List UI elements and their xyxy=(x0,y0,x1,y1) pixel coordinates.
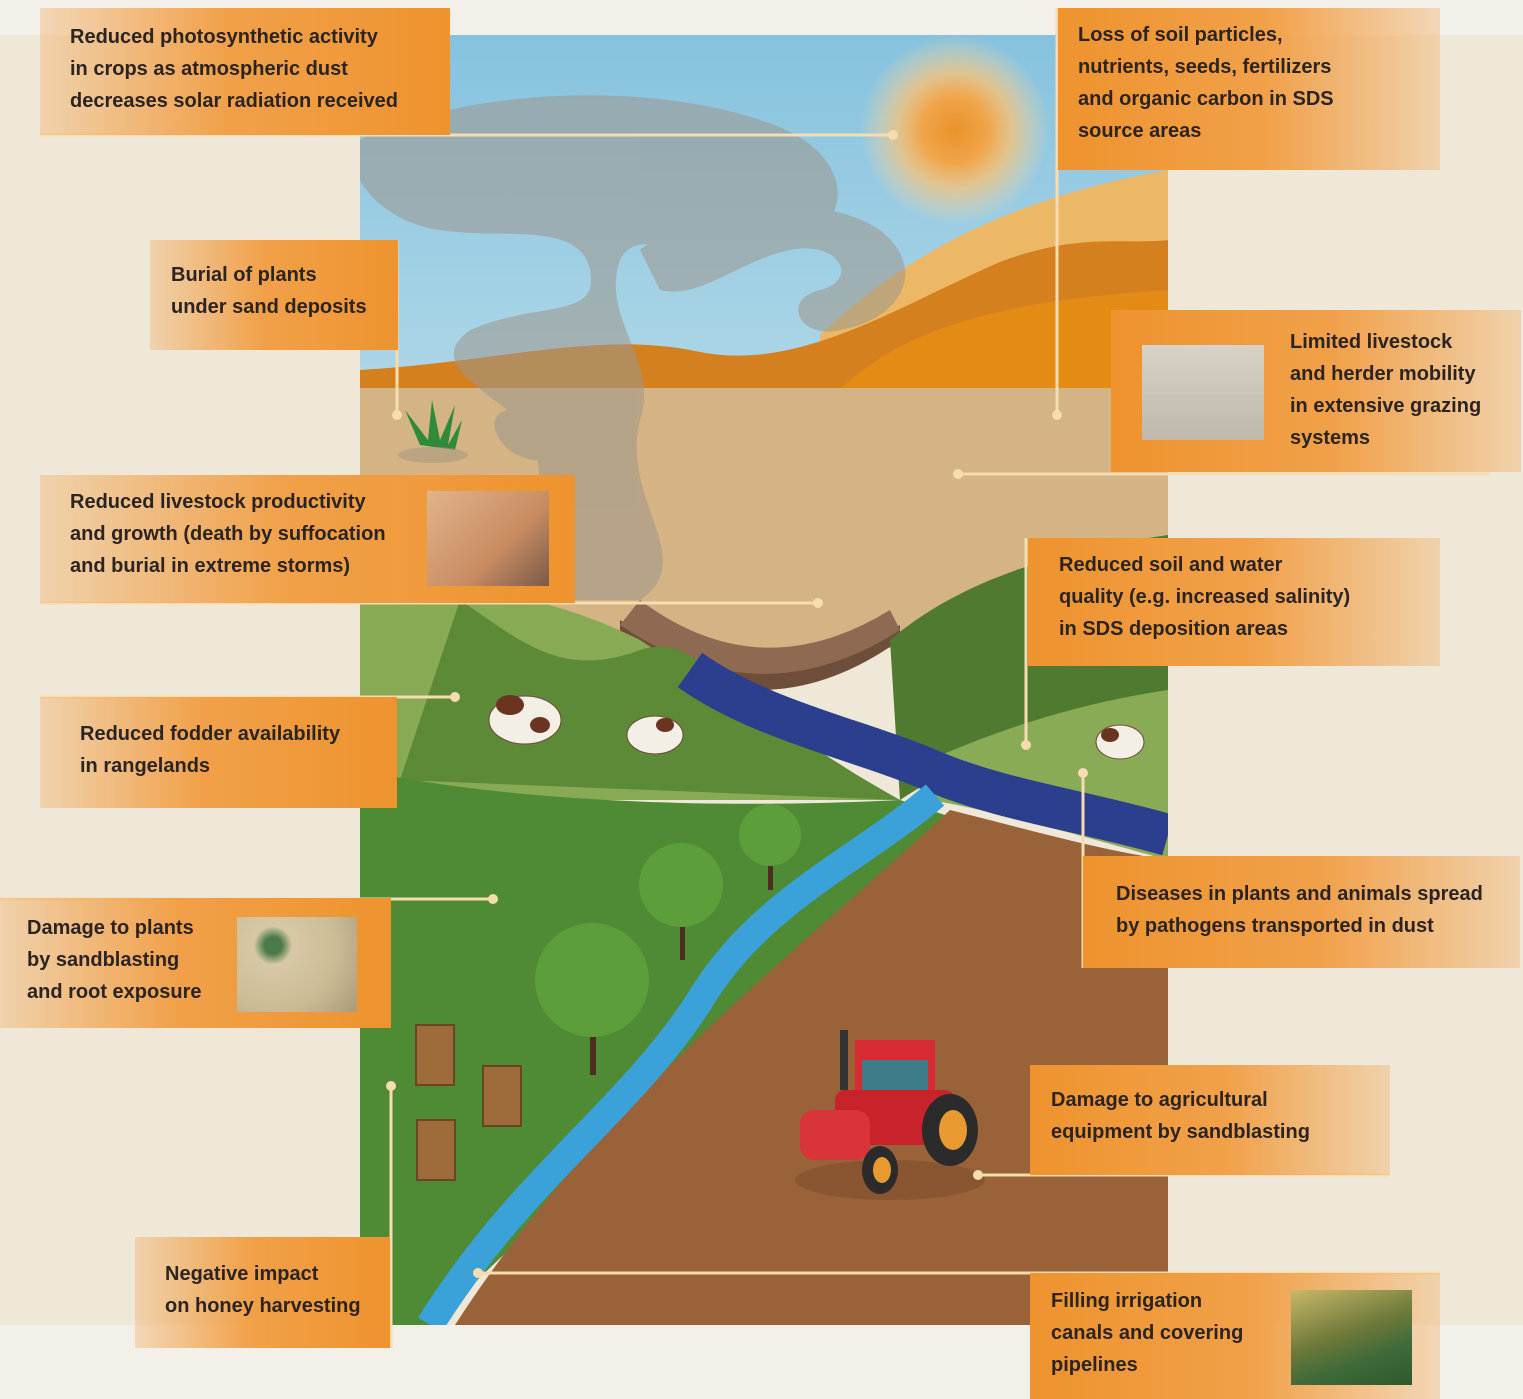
photo xyxy=(427,491,549,586)
shape xyxy=(800,1110,870,1160)
callout-box xyxy=(150,240,398,350)
shape xyxy=(416,1025,454,1085)
shape xyxy=(739,804,801,866)
callout-text: pipelines xyxy=(1051,1354,1138,1377)
callout-box xyxy=(40,697,397,808)
shape xyxy=(639,843,723,927)
connector-dot xyxy=(973,1170,983,1180)
callout-text: in SDS deposition areas xyxy=(1059,618,1288,641)
photo xyxy=(1291,1290,1412,1385)
shape xyxy=(530,717,550,733)
callout-text: Negative impact xyxy=(165,1263,318,1286)
callout-text: Diseases in plants and animals spread xyxy=(1116,883,1483,906)
callout-text: by sandblasting xyxy=(27,949,179,972)
callout-text: and burial in extreme storms) xyxy=(70,555,350,578)
photo xyxy=(1142,345,1264,440)
callout-text: Limited livestock xyxy=(1290,331,1452,354)
shape xyxy=(627,716,683,754)
callout-text: decreases solar radiation received xyxy=(70,90,398,113)
callout-box xyxy=(135,1237,390,1348)
shape xyxy=(873,1157,891,1183)
callout-text: quality (e.g. increased salinity) xyxy=(1059,586,1350,609)
callout-text: Filling irrigation xyxy=(1051,1290,1202,1313)
callout-text: equipment by sandblasting xyxy=(1051,1121,1310,1144)
callout-text: on honey harvesting xyxy=(165,1295,361,1318)
callout-text: in extensive grazing xyxy=(1290,395,1481,418)
shape xyxy=(398,447,468,463)
connector-dot xyxy=(813,598,823,608)
connector-dot xyxy=(1021,740,1031,750)
shape xyxy=(417,1120,455,1180)
callout-text: nutrients, seeds, fertilizers xyxy=(1078,56,1331,79)
callout-text: in crops as atmospheric dust xyxy=(70,58,348,81)
callout-text: Loss of soil particles, xyxy=(1078,24,1283,47)
callout-text: Reduced livestock productivity xyxy=(70,491,366,514)
photo xyxy=(237,917,357,1012)
connector-dot xyxy=(488,894,498,904)
callout-text: Burial of plants xyxy=(171,264,317,287)
connector-dot xyxy=(1052,410,1062,420)
callout-text: systems xyxy=(1290,427,1370,450)
callout-text: Damage to agricultural xyxy=(1051,1089,1268,1112)
callout-text: in rangelands xyxy=(80,755,210,778)
callout-text: Reduced fodder availability xyxy=(80,723,340,746)
shape xyxy=(1101,728,1119,742)
callout-text: and organic carbon in SDS xyxy=(1078,88,1334,111)
callout-text: Damage to plants xyxy=(27,917,194,940)
callout-text: and root exposure xyxy=(27,981,201,1004)
shape xyxy=(840,1030,848,1090)
shape xyxy=(496,695,524,715)
callout-text: and growth (death by suffocation xyxy=(70,523,386,546)
connector-dot xyxy=(888,130,898,140)
connector-dot xyxy=(473,1268,483,1278)
callout-box xyxy=(1030,1065,1390,1175)
shape xyxy=(860,35,1050,225)
connector-dot xyxy=(953,469,963,479)
callout-box xyxy=(1083,856,1520,968)
callout-text: by pathogens transported in dust xyxy=(1116,915,1434,938)
callout-text: under sand deposits xyxy=(171,296,367,319)
callout-text: Reduced photosynthetic activity xyxy=(70,26,378,49)
connector-dot xyxy=(386,1081,396,1091)
shape xyxy=(535,923,649,1037)
page: Reduced photosynthetic activity in crops … xyxy=(0,0,1523,1399)
connector-dot xyxy=(1078,768,1088,778)
connector-dot xyxy=(450,692,460,702)
shape xyxy=(939,1110,967,1150)
callout-text: and herder mobility xyxy=(1290,363,1476,386)
shape xyxy=(656,718,674,732)
callout-text: canals and covering xyxy=(1051,1322,1243,1345)
connector-dot xyxy=(392,410,402,420)
shape xyxy=(483,1066,521,1126)
callout-text: Reduced soil and water xyxy=(1059,554,1282,577)
shape xyxy=(1096,725,1144,759)
callout-text: source areas xyxy=(1078,120,1201,143)
